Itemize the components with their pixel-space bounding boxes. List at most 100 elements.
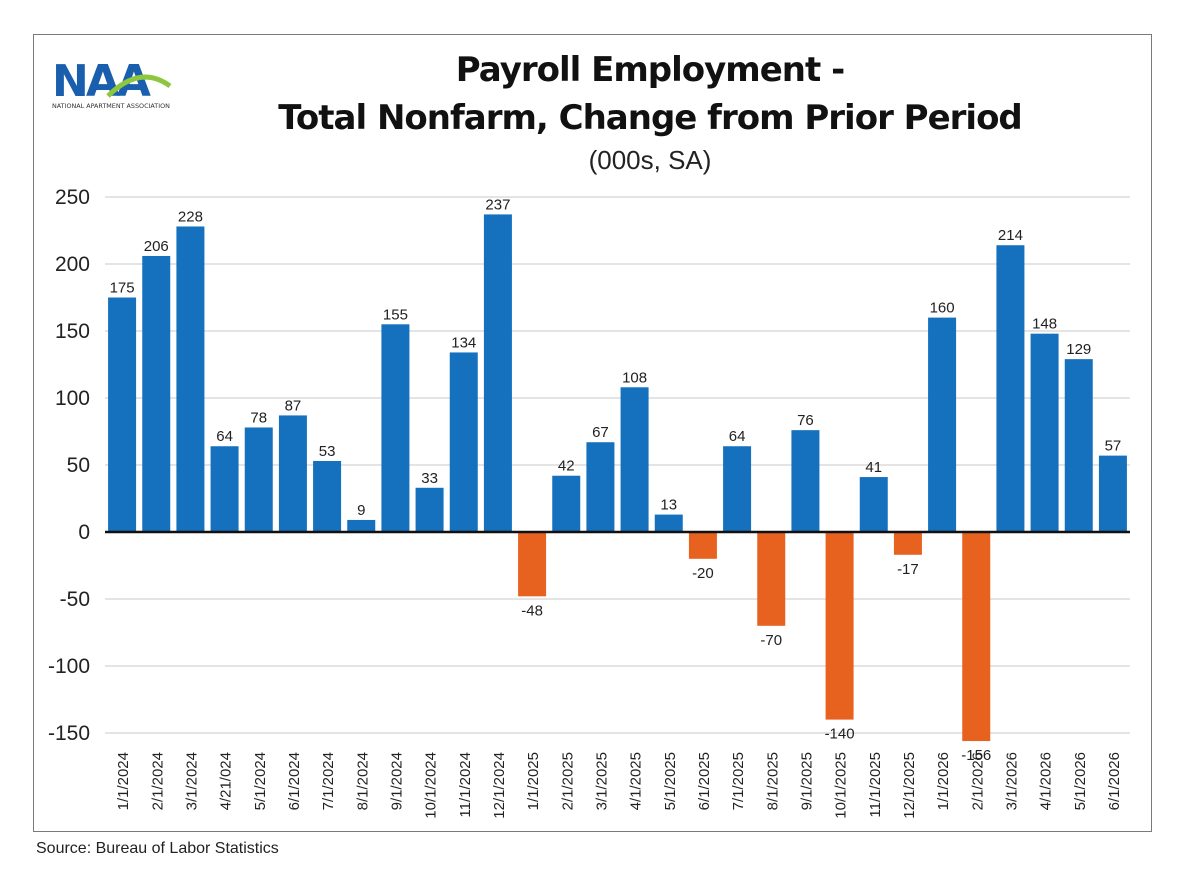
- bar: [518, 532, 547, 597]
- chart-title-line1: Payroll Employment -: [455, 50, 845, 90]
- data-label: 13: [660, 497, 677, 514]
- bar: [381, 324, 410, 532]
- bar: [483, 214, 512, 533]
- x-tick-label: 12/1/2025: [901, 752, 918, 819]
- bar: [108, 297, 137, 532]
- x-tick-label: 3/1/2025: [593, 752, 610, 810]
- bar: [654, 514, 683, 532]
- data-label: 237: [485, 196, 510, 213]
- data-label: 42: [558, 458, 575, 475]
- data-label: 9: [357, 502, 365, 519]
- bar: [723, 446, 752, 532]
- x-tick-label: 8/1/2024: [354, 752, 371, 810]
- data-label: 129: [1066, 341, 1091, 358]
- data-label: 64: [216, 428, 233, 445]
- data-label: 155: [383, 306, 408, 323]
- x-tick-label: 5/1/2025: [662, 752, 679, 810]
- bar: [962, 532, 991, 742]
- data-label: 175: [110, 280, 135, 297]
- bar: [928, 317, 957, 532]
- bar: [996, 245, 1025, 533]
- data-label: -17: [897, 561, 919, 578]
- data-label: -140: [825, 726, 855, 743]
- data-label: 214: [998, 227, 1023, 244]
- source-note: Source: Bureau of Labor Statistics: [36, 840, 279, 857]
- data-label: 87: [285, 397, 302, 414]
- bar: [176, 226, 205, 533]
- x-tick-label: 2/1/2026: [969, 752, 986, 810]
- x-tick-label: 12/1/2024: [491, 752, 508, 819]
- x-tick-label: 6/1/2024: [286, 752, 303, 810]
- x-tick-label: 9/1/2024: [388, 752, 405, 810]
- bar: [552, 475, 581, 532]
- x-tick-label: 10/1/2024: [423, 752, 440, 819]
- bar: [586, 442, 615, 532]
- data-label: 206: [144, 238, 169, 255]
- x-tick-label: 10/1/2025: [833, 752, 850, 819]
- bar: [415, 487, 444, 532]
- x-tick-label: 1/1/2024: [115, 752, 132, 810]
- y-tick-label: 50: [67, 454, 90, 477]
- x-tick-label: 9/1/2025: [798, 752, 815, 810]
- x-tick-label: 7/1/2025: [730, 752, 747, 810]
- naa-logo: NAA NATIONAL APARTMENT ASSOCIATION: [52, 56, 172, 110]
- bar: [1064, 359, 1093, 532]
- data-label: 33: [421, 470, 438, 487]
- data-label: 108: [622, 369, 647, 386]
- bar: [278, 415, 307, 532]
- chart-title-line2: Total Nonfarm, Change from Prior Period: [278, 98, 1023, 138]
- x-tick-label: 4/1/2026: [1038, 752, 1055, 810]
- y-tick-label: 0: [78, 521, 90, 544]
- y-tick-label: -150: [48, 722, 90, 745]
- bar: [347, 519, 376, 532]
- data-label: 76: [797, 412, 814, 429]
- x-tick-label: 2/1/2024: [149, 752, 166, 810]
- data-label: 134: [451, 334, 476, 351]
- bar: [449, 352, 478, 532]
- x-tick-label: 7/1/2024: [320, 752, 337, 810]
- data-label: 228: [178, 208, 203, 225]
- data-label: 57: [1105, 438, 1122, 455]
- data-label: 160: [930, 300, 955, 317]
- bar: [142, 255, 171, 532]
- y-tick-label: 100: [55, 387, 90, 410]
- data-label: -48: [521, 602, 543, 619]
- data-label: -70: [760, 632, 782, 649]
- x-tick-label: 4/1/2025: [628, 752, 645, 810]
- bar: [825, 532, 854, 720]
- y-tick-label: 150: [55, 320, 90, 343]
- x-tick-label: 5/1/2026: [1072, 752, 1089, 810]
- chart-frame: [33, 34, 1152, 832]
- x-tick-label: 4/21/024: [218, 752, 235, 810]
- y-tick-label: 200: [55, 253, 90, 276]
- x-tick-label: 11/1/2025: [867, 752, 884, 818]
- data-label: -20: [692, 565, 714, 582]
- bar: [313, 460, 342, 532]
- data-label: -156: [961, 747, 991, 764]
- data-label: 67: [592, 424, 609, 441]
- bar: [620, 387, 649, 532]
- data-label: 53: [319, 443, 336, 460]
- x-tick-label: 5/1/2024: [252, 752, 269, 810]
- x-tick-label: 6/1/2025: [696, 752, 713, 810]
- bar: [893, 532, 922, 555]
- x-tick-label: 11/1/2024: [457, 752, 474, 818]
- bar: [859, 477, 888, 532]
- y-tick-label: -50: [60, 588, 90, 611]
- bar: [688, 532, 717, 559]
- bar: [1030, 333, 1059, 532]
- x-tick-label: 3/1/2026: [1003, 752, 1020, 810]
- bar: [757, 532, 786, 626]
- logo-caption: NATIONAL APARTMENT ASSOCIATION: [52, 102, 170, 110]
- data-label: 64: [729, 428, 746, 445]
- chart-subtitle: (000s, SA): [588, 145, 712, 175]
- bar: [791, 430, 820, 532]
- x-tick-label: 3/1/2024: [183, 752, 200, 810]
- bar: [1098, 455, 1127, 532]
- bar: [244, 427, 273, 532]
- x-tick-label: 2/1/2025: [559, 752, 576, 810]
- bar: [210, 446, 239, 532]
- x-tick-label: 1/1/2026: [935, 752, 952, 810]
- x-tick-label: 6/1/2026: [1106, 752, 1123, 810]
